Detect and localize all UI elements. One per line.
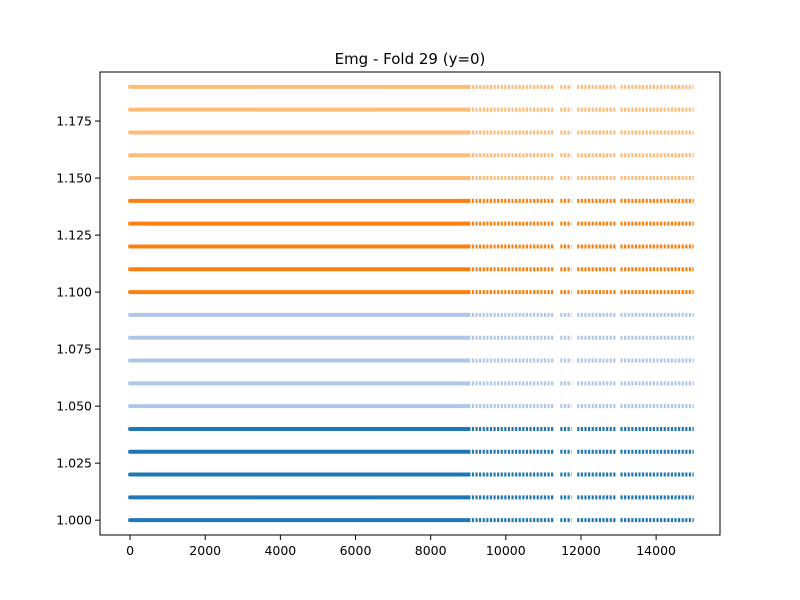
series-3 [128,198,694,295]
series-1 [128,426,694,523]
y-tick-label: 1.000 [56,513,92,528]
plot-frame [99,71,721,536]
x-axis: 0 2000 4000 6000 8000 10000 12000 14000 [126,535,676,558]
y-tick-label: 1.075 [56,342,92,357]
y-tick-label: 1.050 [56,399,92,414]
series-2 [128,312,694,409]
y-tick-label: 1.175 [56,114,92,129]
x-tick-label: 10000 [486,543,526,558]
x-tick-label: 4000 [264,543,296,558]
x-tick-label: 8000 [415,543,447,558]
chart-title: Emg - Fold 29 (y=0) [335,50,486,68]
y-tick-label: 1.125 [56,228,92,243]
y-axis: 1.000 1.025 1.050 1.075 1.100 1.125 1.150 1.175 [56,114,100,528]
x-tick-label: 2000 [189,543,221,558]
x-tick-label: 12000 [561,543,601,558]
x-tick-label: 0 [126,543,134,558]
x-tick-label: 14000 [636,543,676,558]
y-tick-label: 1.100 [56,285,92,300]
plot-marks [128,84,694,523]
series-4 [128,84,694,181]
y-tick-label: 1.150 [56,171,92,186]
y-tick-label: 1.025 [56,456,92,471]
x-tick-label: 6000 [340,543,372,558]
